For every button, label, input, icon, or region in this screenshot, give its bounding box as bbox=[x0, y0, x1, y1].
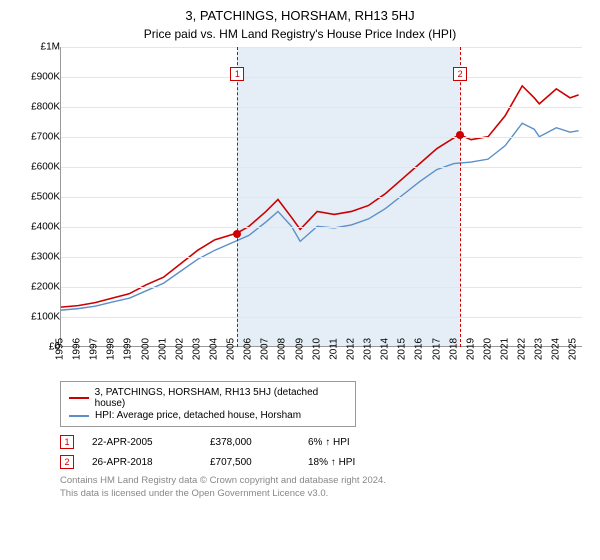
x-tick-label: 2022 bbox=[517, 338, 528, 360]
event-price: £378,000 bbox=[210, 437, 290, 448]
y-tick-label: £400K bbox=[18, 222, 60, 233]
x-tick-label: 2017 bbox=[431, 338, 442, 360]
gridline bbox=[61, 227, 582, 228]
legend-swatch bbox=[69, 415, 89, 417]
y-tick-label: £300K bbox=[18, 252, 60, 263]
event-row: 2 26-APR-2018 £707,500 18% ↑ HPI bbox=[60, 455, 582, 469]
legend-item: HPI: Average price, detached house, Hors… bbox=[69, 410, 347, 421]
event-num-box: 2 bbox=[60, 455, 74, 469]
x-tick-label: 2015 bbox=[397, 338, 408, 360]
x-tick-label: 2011 bbox=[328, 338, 339, 360]
legend-swatch bbox=[69, 397, 89, 399]
series-line bbox=[61, 123, 579, 310]
chart-area: £0£100K£200K£300K£400K£500K£600K£700K£80… bbox=[18, 47, 582, 377]
x-tick-label: 2004 bbox=[209, 338, 220, 360]
gridline bbox=[61, 167, 582, 168]
x-tick-label: 2012 bbox=[345, 338, 356, 360]
x-tick-label: 2006 bbox=[243, 338, 254, 360]
x-tick-label: 2014 bbox=[380, 338, 391, 360]
y-tick-label: £200K bbox=[18, 282, 60, 293]
x-tick-label: 1995 bbox=[55, 338, 66, 360]
legend: 3, PATCHINGS, HORSHAM, RH13 5HJ (detache… bbox=[60, 381, 356, 427]
y-tick-label: £600K bbox=[18, 162, 60, 173]
gridline bbox=[61, 317, 582, 318]
y-tick-label: £800K bbox=[18, 102, 60, 113]
gridline bbox=[61, 287, 582, 288]
x-tick-label: 2019 bbox=[465, 338, 476, 360]
x-tick-label: 2007 bbox=[260, 338, 271, 360]
events-table: 1 22-APR-2005 £378,000 6% ↑ HPI 2 26-APR-2018… bbox=[60, 435, 582, 469]
event-num-box: 1 bbox=[60, 435, 74, 449]
x-tick-label: 2018 bbox=[448, 338, 459, 360]
event-diff: 6% ↑ HPI bbox=[308, 437, 350, 448]
gridline bbox=[61, 47, 582, 48]
gridline bbox=[61, 257, 582, 258]
marker-dot bbox=[456, 131, 464, 139]
x-tick-label: 1996 bbox=[72, 338, 83, 360]
x-tick-label: 1998 bbox=[106, 338, 117, 360]
y-axis: £0£100K£200K£300K£400K£500K£600K£700K£80… bbox=[18, 47, 60, 347]
event-date: 26-APR-2018 bbox=[92, 457, 192, 468]
footer-line-1: Contains HM Land Registry data © Crown c… bbox=[60, 475, 582, 488]
gridline bbox=[61, 77, 582, 78]
x-tick-label: 2002 bbox=[174, 338, 185, 360]
x-tick-label: 2025 bbox=[568, 338, 579, 360]
y-tick-label: £1M bbox=[18, 42, 60, 53]
x-tick-label: 1999 bbox=[123, 338, 134, 360]
marker-label-box: 1 bbox=[230, 67, 244, 81]
event-diff: 18% ↑ HPI bbox=[308, 457, 355, 468]
y-tick-label: £100K bbox=[18, 312, 60, 323]
legend-label: 3, PATCHINGS, HORSHAM, RH13 5HJ (detache… bbox=[95, 387, 347, 409]
x-tick-label: 2010 bbox=[311, 338, 322, 360]
event-price: £707,500 bbox=[210, 457, 290, 468]
legend-label: HPI: Average price, detached house, Hors… bbox=[95, 410, 301, 421]
y-tick-label: £500K bbox=[18, 192, 60, 203]
x-axis: 1995199619971998199920002001200220032004… bbox=[60, 347, 582, 377]
gridline bbox=[61, 107, 582, 108]
page-title: 3, PATCHINGS, HORSHAM, RH13 5HJ bbox=[18, 8, 582, 23]
x-tick-label: 2023 bbox=[534, 338, 545, 360]
marker-vline bbox=[460, 47, 461, 347]
x-tick-label: 1997 bbox=[89, 338, 100, 360]
x-tick-label: 2024 bbox=[551, 338, 562, 360]
gridline bbox=[61, 137, 582, 138]
marker-dot bbox=[233, 230, 241, 238]
page-subtitle: Price paid vs. HM Land Registry's House … bbox=[18, 27, 582, 41]
x-tick-label: 2005 bbox=[226, 338, 237, 360]
legend-item: 3, PATCHINGS, HORSHAM, RH13 5HJ (detache… bbox=[69, 387, 347, 409]
gridline bbox=[61, 197, 582, 198]
plot-area: 12 bbox=[60, 47, 582, 347]
x-tick-label: 2021 bbox=[499, 338, 510, 360]
event-date: 22-APR-2005 bbox=[92, 437, 192, 448]
x-tick-label: 2000 bbox=[140, 338, 151, 360]
y-tick-label: £900K bbox=[18, 72, 60, 83]
footer-line-2: This data is licensed under the Open Gov… bbox=[60, 488, 582, 501]
marker-label-box: 2 bbox=[453, 67, 467, 81]
x-tick-label: 2020 bbox=[482, 338, 493, 360]
chart-container: 3, PATCHINGS, HORSHAM, RH13 5HJ Price pa… bbox=[0, 0, 600, 560]
y-tick-label: £700K bbox=[18, 132, 60, 143]
marker-vline bbox=[237, 47, 238, 347]
x-tick-label: 2003 bbox=[191, 338, 202, 360]
footer-attribution: Contains HM Land Registry data © Crown c… bbox=[60, 475, 582, 501]
x-tick-label: 2016 bbox=[414, 338, 425, 360]
x-tick-label: 2001 bbox=[157, 338, 168, 360]
x-tick-label: 2008 bbox=[277, 338, 288, 360]
x-tick-label: 2009 bbox=[294, 338, 305, 360]
event-row: 1 22-APR-2005 £378,000 6% ↑ HPI bbox=[60, 435, 582, 449]
x-tick-label: 2013 bbox=[363, 338, 374, 360]
